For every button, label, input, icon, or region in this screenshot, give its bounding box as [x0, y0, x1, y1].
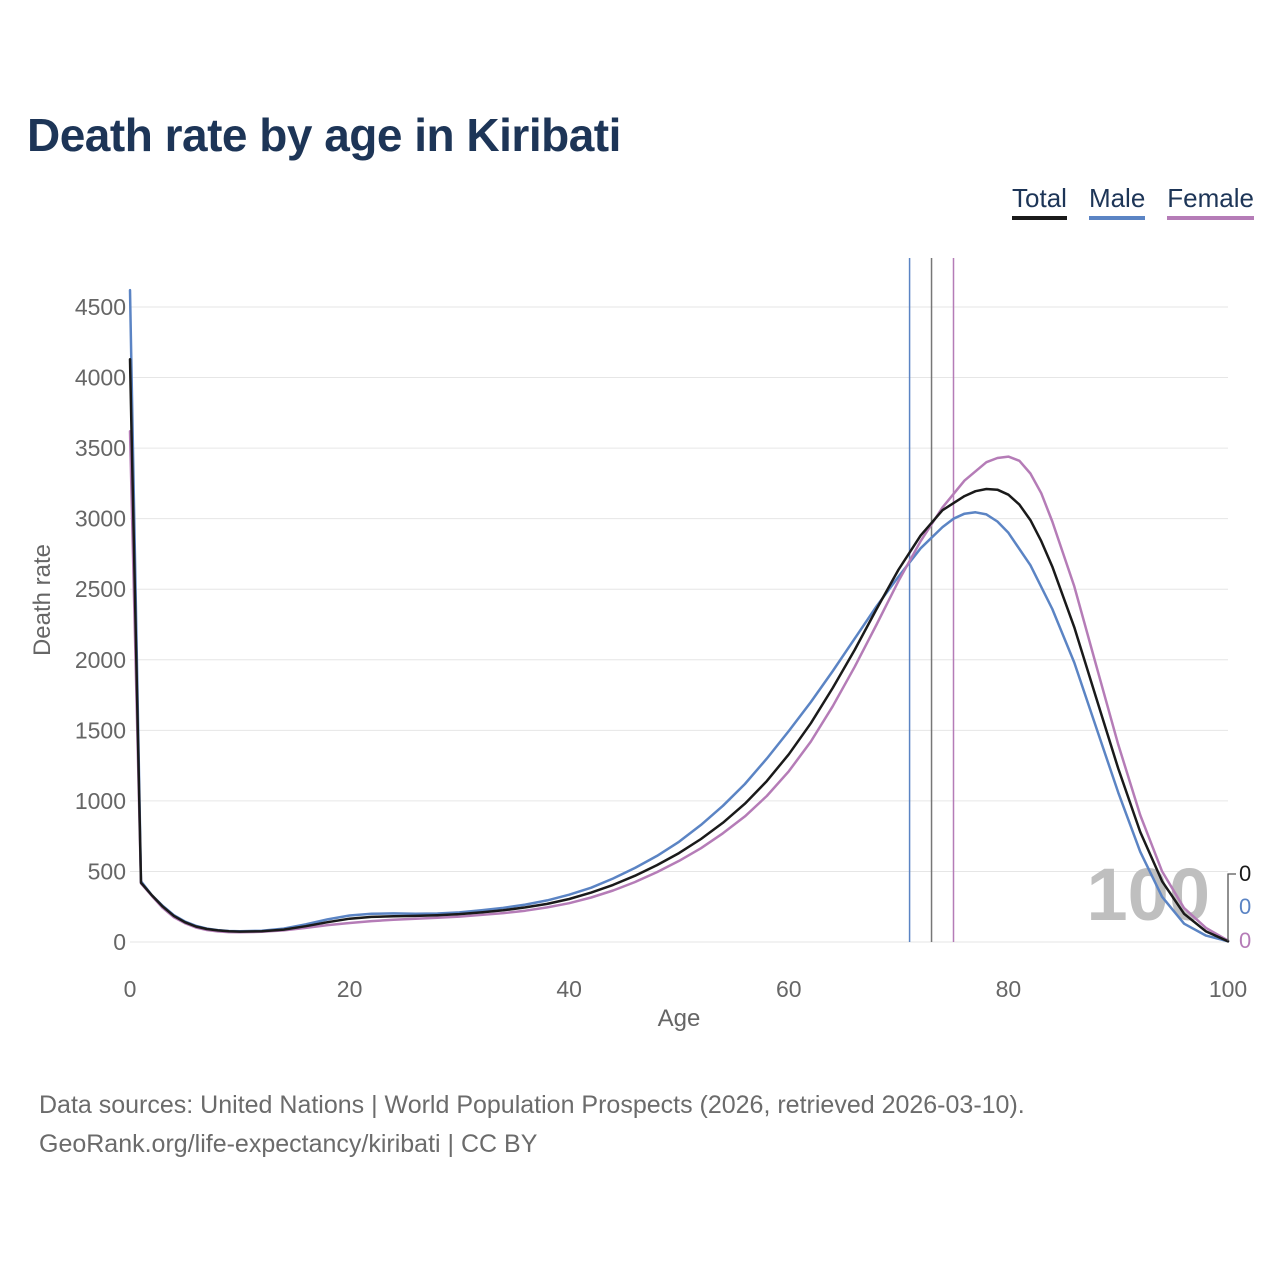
series-line-male	[128, 288, 1230, 943]
y-tick-label-2500: 2500	[75, 576, 126, 602]
y-tick-label-2000: 2000	[75, 647, 126, 673]
footer: Data sources: United Nations | World Pop…	[39, 1086, 1025, 1164]
legend-swatch-male	[1088, 216, 1146, 220]
series-lines	[128, 288, 1230, 943]
credit-link[interactable]: GeoRank.org/life-expectancy/kiribati | C…	[39, 1130, 538, 1158]
y-axis: 0 500 1000 1500 2000 2500 3000 3500 4000 4500	[75, 294, 126, 955]
series-line-total	[128, 357, 1230, 943]
x-tick-label-60: 60	[776, 976, 802, 1002]
legend-label-total: Total	[1012, 183, 1067, 213]
y-tick-label-1500: 1500	[75, 717, 126, 743]
series-line-female	[128, 429, 1230, 942]
legend-label-female: Female	[1167, 183, 1254, 213]
y-tick-label-500: 500	[88, 858, 126, 884]
gridlines	[130, 306, 1228, 943]
legend-swatch-total	[1012, 216, 1067, 220]
x-axis-label: Age	[658, 1005, 701, 1032]
reference-lines	[908, 258, 955, 942]
end-value-labels: 0 0 0	[1227, 861, 1251, 953]
y-tick-label-1000: 1000	[75, 788, 126, 814]
y-tick-label-4000: 4000	[75, 365, 126, 391]
chart-title: Death rate by age in Kiribati	[27, 109, 621, 161]
y-tick-label-3000: 3000	[75, 506, 126, 532]
x-tick-label-80: 80	[996, 976, 1022, 1002]
end-label-female: 0	[1239, 928, 1251, 953]
legend-item-female[interactable]: Female	[1167, 183, 1254, 220]
legend-label-male: Male	[1088, 183, 1146, 213]
legend-item-male[interactable]: Male	[1088, 183, 1146, 220]
end-label-male: 0	[1239, 894, 1251, 919]
data-sources-note: Data sources: United Nations | World Pop…	[39, 1091, 1025, 1119]
y-axis-label: Death rate	[29, 544, 56, 656]
x-tick-label-20: 20	[337, 976, 363, 1002]
y-tick-label-3500: 3500	[75, 435, 126, 461]
end-label-bracket	[1227, 873, 1236, 941]
legend-item-total[interactable]: Total	[1012, 183, 1067, 220]
x-tick-label-100: 100	[1209, 976, 1247, 1002]
y-tick-label-0: 0	[113, 929, 126, 955]
end-label-total: 0	[1239, 861, 1251, 886]
x-tick-label-0: 0	[124, 976, 137, 1002]
y-tick-label-4500: 4500	[75, 294, 126, 320]
legend-swatch-female	[1167, 216, 1254, 220]
x-axis: 0 20 40 60 80 100	[124, 976, 1248, 1002]
x-tick-label-40: 40	[556, 976, 582, 1002]
legend: Total Male Female	[1012, 183, 1254, 220]
